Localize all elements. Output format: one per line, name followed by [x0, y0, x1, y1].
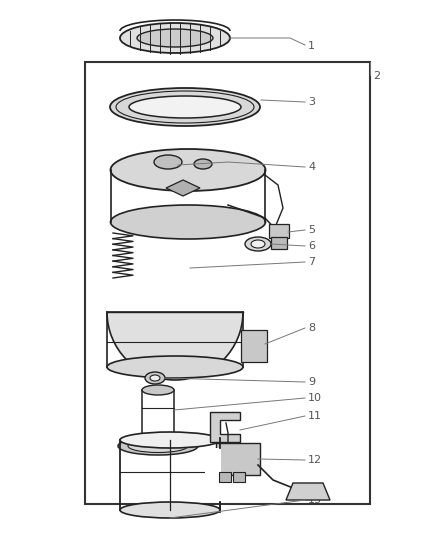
FancyBboxPatch shape: [219, 472, 231, 482]
Wedge shape: [107, 312, 243, 380]
Ellipse shape: [128, 440, 188, 453]
Polygon shape: [286, 483, 330, 500]
Polygon shape: [166, 180, 200, 196]
Text: 3: 3: [308, 97, 315, 107]
Text: 5: 5: [308, 225, 315, 235]
Ellipse shape: [154, 155, 182, 169]
Ellipse shape: [120, 502, 220, 518]
Text: 13: 13: [308, 495, 322, 505]
Ellipse shape: [120, 23, 230, 53]
Ellipse shape: [142, 433, 174, 443]
Ellipse shape: [129, 96, 241, 118]
Ellipse shape: [251, 240, 265, 248]
Text: 9: 9: [308, 377, 315, 387]
Polygon shape: [210, 412, 240, 442]
Bar: [85, 62, 370, 504]
FancyBboxPatch shape: [233, 472, 245, 482]
Ellipse shape: [118, 437, 198, 455]
Ellipse shape: [137, 29, 213, 47]
Text: 8: 8: [308, 323, 315, 333]
Ellipse shape: [150, 375, 160, 381]
Text: 6: 6: [308, 241, 315, 251]
Text: 4: 4: [308, 162, 315, 172]
Ellipse shape: [107, 356, 243, 378]
Ellipse shape: [194, 159, 212, 169]
Text: 7: 7: [308, 257, 315, 267]
Text: 12: 12: [308, 455, 322, 465]
Ellipse shape: [110, 205, 265, 239]
FancyBboxPatch shape: [269, 224, 289, 238]
Text: 2: 2: [373, 71, 380, 81]
Ellipse shape: [110, 88, 260, 126]
Ellipse shape: [245, 237, 271, 251]
Text: 10: 10: [308, 393, 322, 403]
Ellipse shape: [110, 149, 265, 191]
Bar: [205, 448, 221, 502]
Ellipse shape: [145, 372, 165, 384]
Ellipse shape: [120, 432, 220, 448]
FancyBboxPatch shape: [271, 237, 287, 249]
FancyBboxPatch shape: [241, 330, 267, 362]
Text: 1: 1: [308, 41, 315, 51]
Ellipse shape: [142, 385, 174, 395]
FancyBboxPatch shape: [216, 443, 260, 475]
Text: 11: 11: [308, 411, 322, 421]
